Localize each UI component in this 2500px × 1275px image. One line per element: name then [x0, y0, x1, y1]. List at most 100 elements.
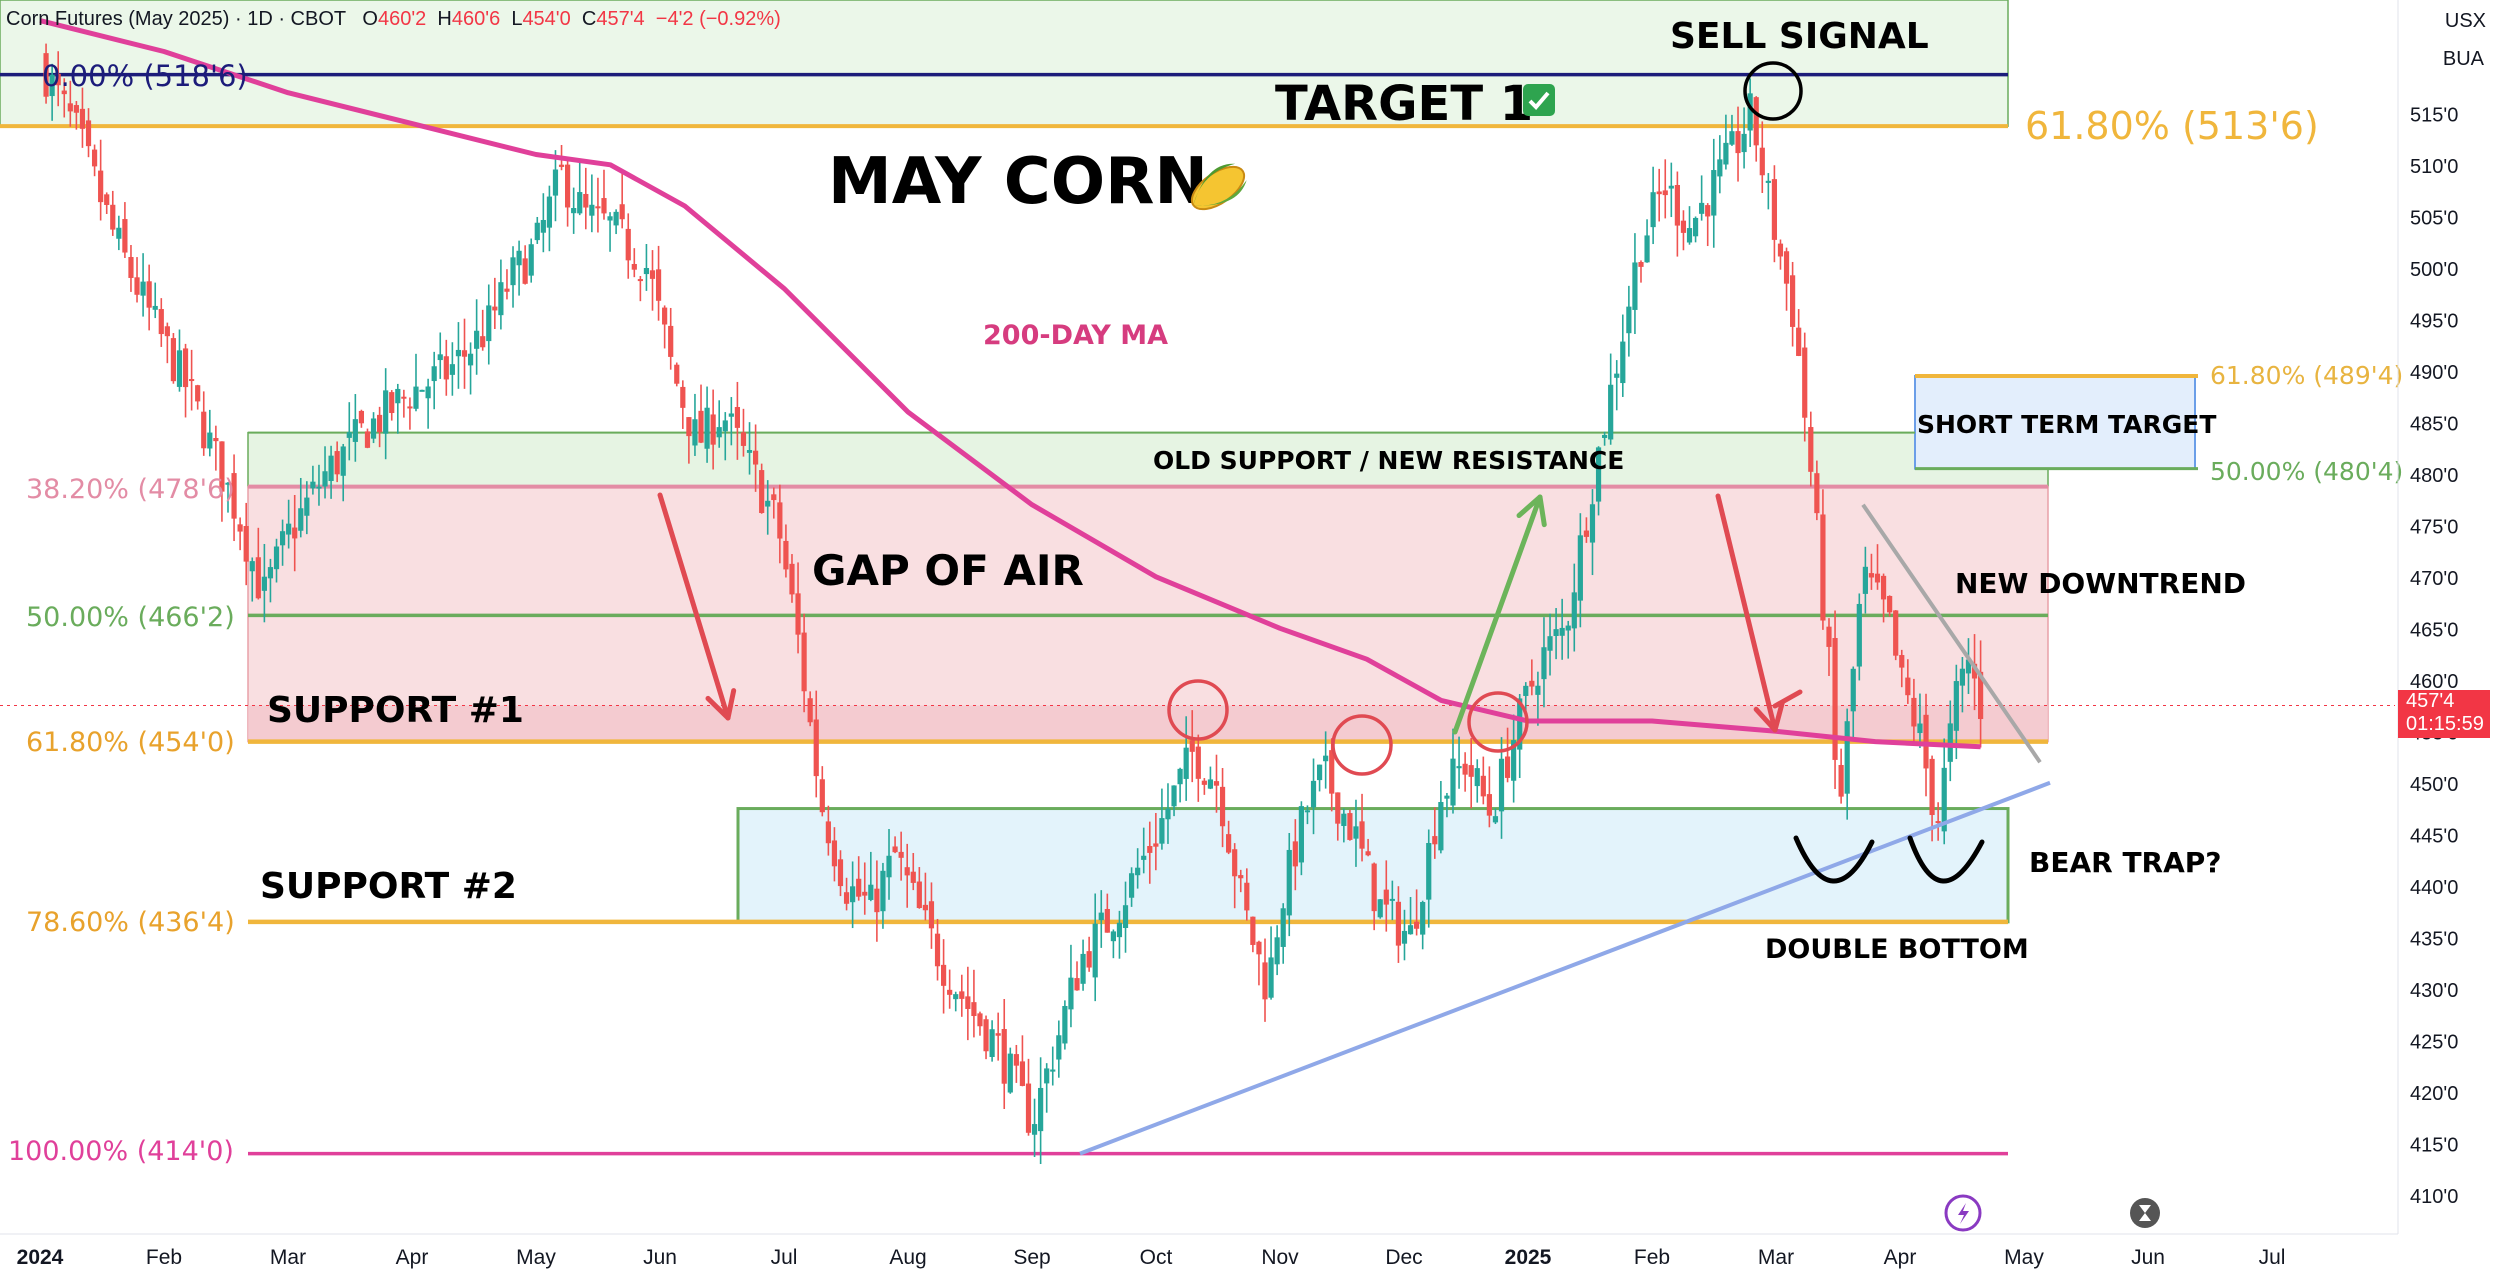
unit-label[interactable]: BUA [2442, 48, 2484, 70]
candle-body [880, 870, 886, 912]
candle-body [1820, 514, 1826, 621]
candle-body [1553, 629, 1559, 636]
candle-body [1680, 220, 1687, 233]
candle-body [819, 779, 825, 813]
currency-label[interactable]: USX [2444, 10, 2486, 32]
candle-body [528, 244, 534, 276]
candle-body [1535, 685, 1541, 695]
price-tick-label: 475'0 [2410, 516, 2458, 538]
candle-body [1971, 663, 1978, 679]
candle-body [868, 884, 874, 900]
month-tick-label: Nov [1261, 1246, 1299, 1269]
month-tick-label: May [2004, 1246, 2044, 1269]
candle-body [1171, 785, 1177, 807]
candle-body [1110, 931, 1116, 942]
price-tick-label: 450'0 [2410, 774, 2458, 796]
price-tick-label: 515'0 [2410, 104, 2458, 126]
old-support-label: OLD SUPPORT / NEW RESISTANCE [1153, 446, 1624, 475]
lightning-icon[interactable] [1944, 1194, 1982, 1232]
candle-body [771, 494, 777, 501]
candle-body [1019, 1061, 1026, 1086]
price-tick-label: 430'0 [2410, 980, 2458, 1002]
candle-body [389, 392, 395, 414]
candle-body [1219, 786, 1226, 827]
candle-body [1044, 1068, 1050, 1084]
candle-body [1353, 826, 1359, 839]
bar-countdown: 01:15:59 [2406, 713, 2484, 735]
price-tick-label: 510'0 [2410, 156, 2458, 178]
gap-of-air-label: GAP OF AIR [812, 546, 1084, 595]
sell-signal-label: SELL SIGNAL [1670, 16, 1929, 57]
candle-body [898, 851, 904, 858]
candle-body [1692, 217, 1699, 237]
price-tick-label: 420'0 [2410, 1083, 2458, 1105]
short-term-target-box [1914, 374, 2196, 470]
candle-body [1122, 905, 1129, 929]
candle-body [1098, 912, 1104, 921]
candle-body [1978, 671, 1984, 720]
down-arrow-2 [1715, 493, 1778, 733]
candle-body [571, 208, 577, 214]
candle-body [1444, 795, 1450, 799]
candle-body [577, 192, 583, 214]
candle-body [989, 1029, 995, 1057]
candle-body [734, 407, 741, 428]
candle-body [801, 632, 807, 692]
timer-icon[interactable] [2130, 1198, 2160, 1228]
candle-body [740, 432, 747, 446]
candle-body [1626, 306, 1632, 334]
candle-body [1335, 792, 1341, 824]
candle-body [49, 74, 55, 97]
candle-body [1414, 921, 1420, 929]
candle-body [219, 441, 225, 492]
candle-body [1086, 951, 1092, 968]
month-tick-label: Jul [771, 1246, 798, 1269]
candle-body [928, 901, 935, 929]
candle-body [789, 563, 795, 595]
candle-body [850, 886, 856, 903]
candle-body [1407, 925, 1414, 935]
candle-body [1165, 808, 1171, 820]
candle-body [116, 227, 122, 239]
month-tick-label: Mar [270, 1246, 306, 1269]
candle-body [1650, 192, 1656, 228]
candle-body [1153, 843, 1159, 847]
candle-body [91, 149, 98, 167]
annotation-marks [657, 61, 1985, 884]
candle-body [267, 567, 274, 579]
month-tick-label: Feb [1634, 1246, 1670, 1269]
candle-body [1038, 1087, 1044, 1132]
candle-body [1480, 775, 1486, 797]
candle-body [777, 502, 783, 539]
candle-body [134, 277, 140, 295]
candle-body [1238, 875, 1244, 879]
candle-body [55, 73, 61, 86]
candle-body [522, 258, 528, 284]
candle-body [1056, 1035, 1062, 1060]
candle-body [698, 410, 704, 443]
symbol-header: Corn Futures (May 2025) · 1D · CBOT O460… [6, 8, 781, 31]
candle-body [334, 451, 340, 475]
month-tick-label: Jul [2259, 1246, 2286, 1269]
candle-body [1323, 755, 1329, 762]
candle-body [1280, 908, 1286, 947]
target-fib-61-label: 61.80% (489'4) [2210, 361, 2403, 390]
candle-body [298, 508, 304, 531]
support-1-band [248, 705, 2048, 742]
candle-body [486, 305, 492, 342]
candle-body [1771, 179, 1778, 240]
candle-body [1420, 902, 1426, 935]
candle-body [662, 307, 668, 325]
candle-body [534, 222, 540, 241]
candle-body [1025, 1083, 1032, 1133]
candle-body [752, 450, 759, 465]
candle-body [1741, 133, 1747, 153]
candle-body [910, 871, 916, 883]
double-bottom-label: DOUBLE BOTTOM [1765, 934, 2029, 965]
price-tick-label: 480'0 [2410, 465, 2458, 487]
candle-body [1141, 855, 1147, 860]
candle-body [971, 1002, 977, 1017]
candle-body [1250, 916, 1256, 945]
candle-body [765, 500, 771, 507]
